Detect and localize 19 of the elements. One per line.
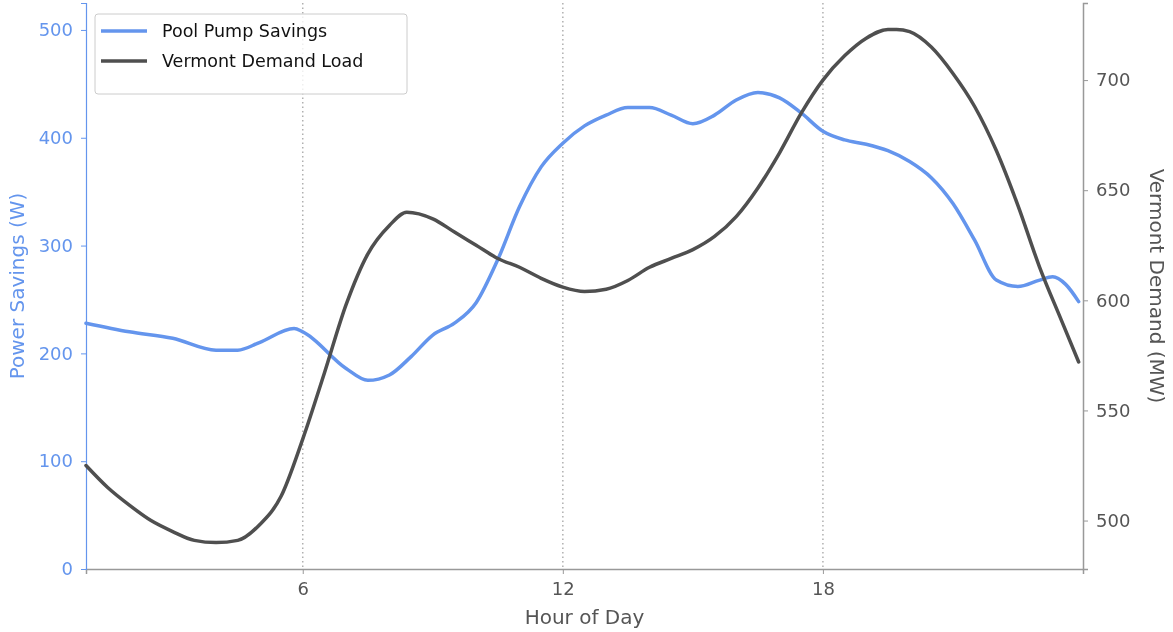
y2-tick-label: 650 [1096,179,1131,201]
y2-tick-label: 550 [1096,399,1131,421]
y2-tick-label: 600 [1096,289,1131,311]
y-tick-label: 100 [38,450,73,472]
legend-label: Pool Pump Savings [162,21,328,42]
y2-tick-label: 700 [1096,69,1131,91]
y-tick-label: 500 [38,19,73,41]
y-tick-label: 0 [61,558,73,580]
y-tick-label: 200 [38,342,73,364]
legend-label: Vermont Demand Load [162,51,364,72]
y-tick-label: 300 [38,234,73,256]
y-tick-label: 400 [38,127,73,149]
y-axis-title: Power Savings (W) [5,192,29,380]
x-tick-label: 18 [811,577,835,599]
y2-axis-title: Vermont Demand (MW) [1145,168,1169,404]
x-axis-title: Hour of Day [524,605,645,629]
x-tick-label: 6 [297,577,309,599]
x-tick-label: 12 [551,577,575,599]
y2-tick-label: 500 [1096,509,1131,531]
